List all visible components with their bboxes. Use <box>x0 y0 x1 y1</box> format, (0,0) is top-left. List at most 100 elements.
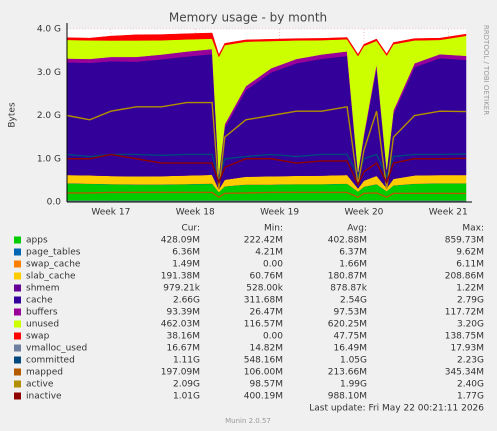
legend-stat: 1.11G <box>173 356 200 366</box>
legend-stat: 6.11M <box>456 260 484 270</box>
legend-stat: 988.10M <box>328 392 367 402</box>
x-tick-label: Week 20 <box>344 208 383 218</box>
legend-stat: 116.57M <box>244 320 283 330</box>
legend-stat: 93.39M <box>166 308 200 318</box>
legend-header: Max: <box>462 224 484 234</box>
legend-swatch <box>14 368 21 376</box>
legend-stat: 138.75M <box>445 332 484 342</box>
legend-stat: 979.21k <box>163 284 200 294</box>
legend-stat: 47.75M <box>333 332 367 342</box>
legend-label: committed <box>26 356 75 366</box>
legend-swatch <box>14 332 21 340</box>
y-tick-label: 4.0 G <box>37 25 61 35</box>
legend-label: mapped <box>26 368 63 378</box>
legend-label: page_tables <box>26 248 81 258</box>
legend-label: active <box>26 380 54 390</box>
y-tick-label: 2.0 G <box>37 111 61 121</box>
legend-stat: 1.99G <box>340 380 367 390</box>
legend-label: shmem <box>26 284 59 294</box>
legend-stat: 402.88M <box>328 236 367 246</box>
legend-swatch <box>14 380 21 388</box>
legend-label: inactive <box>26 392 62 402</box>
legend-label: vmalloc_used <box>26 344 87 354</box>
line <box>67 153 467 187</box>
legend-stat: 2.54G <box>340 296 367 306</box>
legend-label: slab_cache <box>26 272 76 282</box>
footer: Last update: Fri May 22 00:21:11 2026 <box>309 404 484 414</box>
legend-stat: 6.37M <box>339 248 367 258</box>
legend-header: Avg: <box>347 224 367 234</box>
x-tick-label: Week 21 <box>429 208 468 218</box>
legend-stat: 3.20G <box>457 320 484 330</box>
legend-header: Cur: <box>181 224 200 234</box>
legend-stat: 1.22M <box>456 284 484 294</box>
legend-stat: 222.42M <box>244 236 283 246</box>
legend-stat: 2.09G <box>173 380 200 390</box>
legend-swatch <box>14 320 21 328</box>
legend: Cur: Min: Avg: Max: apps 428.09M 222.42M 402.88… <box>14 224 484 402</box>
legend-swatch <box>14 296 21 304</box>
legend-stat: 462.03M <box>161 320 200 330</box>
legend-stat: 1.77G <box>457 392 484 402</box>
chart-title: Memory usage - by month <box>169 11 327 25</box>
legend-stat: 213.66M <box>328 368 367 378</box>
legend-swatch <box>14 272 21 280</box>
legend-stat: 16.49M <box>333 344 367 354</box>
legend-stat: 400.19M <box>244 392 283 402</box>
legend-swatch <box>14 260 21 268</box>
legend-stat: 208.86M <box>445 272 484 282</box>
legend-stat: 1.49M <box>172 260 200 270</box>
legend-swatch <box>14 236 21 244</box>
legend-stat: 180.87M <box>328 272 367 282</box>
legend-label: swap <box>26 332 50 342</box>
legend-header: Min: <box>264 224 283 234</box>
legend-stat: 2.79G <box>457 296 484 306</box>
legend-stat: 14.82M <box>249 344 283 354</box>
version: Munin 2.0.57 <box>225 417 271 425</box>
legend-stat: 9.62M <box>456 248 484 258</box>
y-axis-label: Bytes <box>8 102 18 128</box>
legend-stat: 1.66M <box>339 260 367 270</box>
legend-stat: 4.21M <box>255 248 283 258</box>
legend-stat: 0.00 <box>263 332 283 342</box>
plot <box>66 32 467 203</box>
legend-stat: 117.72M <box>445 308 484 318</box>
legend-stat: 6.36M <box>172 248 200 258</box>
legend-stat: 2.66G <box>173 296 200 306</box>
legend-stat: 1.01G <box>173 392 200 402</box>
x-tick-label: Week 19 <box>260 208 299 218</box>
legend-label: cache <box>26 296 53 306</box>
legend-stat: 345.34M <box>445 368 484 378</box>
line <box>66 101 467 190</box>
legend-stat: 2.40G <box>457 380 484 390</box>
legend-label: unused <box>26 320 59 330</box>
y-tick-label: 1.0 G <box>37 154 61 164</box>
legend-stat: 98.57M <box>249 380 283 390</box>
legend-stat: 38.16M <box>166 332 200 342</box>
legend-swatch <box>14 344 21 352</box>
line <box>67 191 467 199</box>
legend-stat: 26.47M <box>249 308 283 318</box>
legend-swatch <box>14 284 21 292</box>
legend-stat: 878.87k <box>330 284 367 294</box>
legend-swatch <box>14 248 21 256</box>
x-tick-label: Week 18 <box>176 208 215 218</box>
legend-stat: 16.67M <box>166 344 200 354</box>
legend-stat: 106.00M <box>244 368 283 378</box>
legend-stat: 17.93M <box>450 344 484 354</box>
legend-label: swap_cache <box>26 260 81 270</box>
legend-stat: 620.25M <box>328 320 367 330</box>
legend-label: buffers <box>26 308 58 318</box>
x-tick-label: Week 17 <box>91 208 130 218</box>
legend-stat: 1.05G <box>340 356 367 366</box>
legend-stat: 428.09M <box>161 236 200 246</box>
axes: 0.0 1.0 G 2.0 G 3.0 G 4.0 G Week 17 Week 18 Wee… <box>37 23 472 218</box>
legend-swatch <box>14 308 21 316</box>
legend-swatch <box>14 392 21 400</box>
legend-stat: 311.68M <box>244 296 283 306</box>
legend-stat: 0.00 <box>263 260 283 270</box>
legend-stat: 528.00k <box>246 284 283 294</box>
side-text: RRDTOOL / TOBI OETIKER <box>482 25 490 115</box>
